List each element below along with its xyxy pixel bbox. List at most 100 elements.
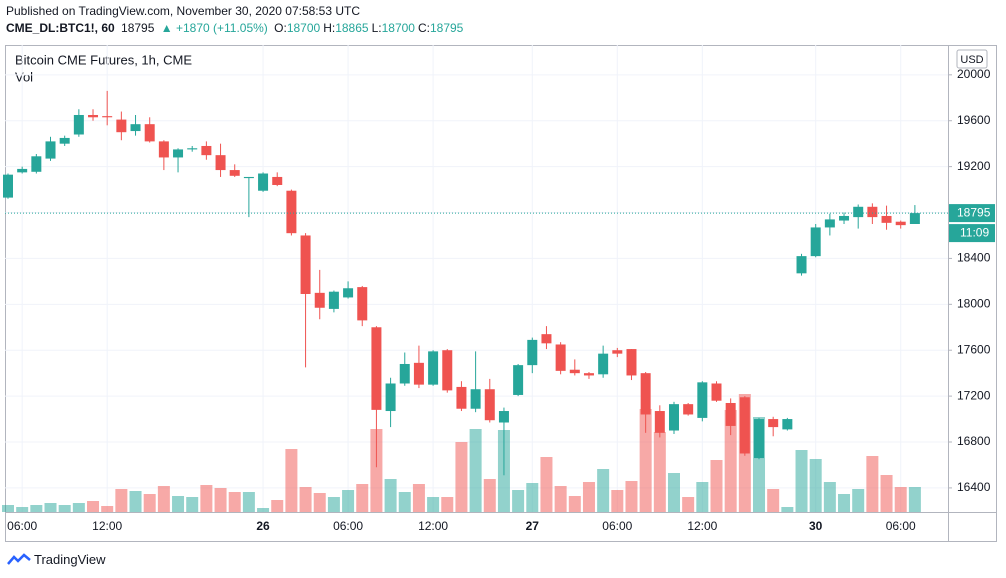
candle-body <box>158 141 169 158</box>
candle-body <box>598 353 609 375</box>
volume-bar <box>653 432 666 512</box>
y-tick-label: 16800 <box>957 434 991 448</box>
volume-bar <box>157 486 170 512</box>
candle-body <box>583 373 594 376</box>
volume-bar <box>611 490 624 512</box>
candle-body <box>17 168 28 173</box>
volume-bar <box>908 487 921 512</box>
volume-bar <box>568 496 581 512</box>
change: ▲ +1870 (+11.05%) <box>160 21 268 35</box>
x-tick-label: 06:00 <box>886 519 916 533</box>
volume-bar <box>299 487 312 512</box>
candle-body <box>187 148 198 150</box>
candle-body <box>541 334 552 344</box>
volume-bar <box>469 429 482 512</box>
y-tick-label: 19600 <box>957 113 991 127</box>
candle-body <box>73 114 84 135</box>
volume-bar <box>540 457 553 512</box>
candle-body <box>895 221 906 226</box>
volume-bar <box>129 491 142 512</box>
currency-box <box>956 49 988 69</box>
volume-bar <box>370 429 383 512</box>
candle-body <box>286 190 297 234</box>
volume-bar <box>823 482 836 512</box>
volume-bar <box>767 489 780 512</box>
ohlc-label: L: <box>371 21 382 35</box>
candle-body <box>116 119 127 133</box>
volume-bars <box>2 394 921 512</box>
y-tick-label: 20000 <box>957 67 991 81</box>
volume-bar <box>87 501 100 512</box>
candle-body <box>314 292 325 308</box>
candle-body <box>555 344 566 371</box>
y-tick-label: 17200 <box>957 388 991 402</box>
candle-body <box>258 173 269 191</box>
x-tick-label: 12:00 <box>92 519 122 533</box>
candle-body <box>300 235 311 294</box>
countdown-box <box>949 224 995 243</box>
volume-bar <box>384 479 397 512</box>
volume-bar <box>809 459 822 512</box>
candle-body <box>711 383 722 401</box>
candle-body <box>796 256 807 274</box>
candle-body <box>810 227 821 257</box>
candle-body <box>768 419 779 428</box>
volume-bar <box>242 492 255 512</box>
ohlc-value: 18795 <box>429 21 464 35</box>
candle-body <box>428 351 439 385</box>
volume-bar <box>2 505 14 512</box>
volume-bar <box>526 483 539 512</box>
volume-bar <box>795 450 808 512</box>
frame <box>5 45 997 542</box>
candle-body <box>413 362 424 385</box>
candle-body <box>853 206 864 218</box>
ohlc-label: O: <box>274 21 287 35</box>
x-tick-label: 12:00 <box>418 519 448 533</box>
candle-body <box>668 404 679 431</box>
candle-body <box>456 386 467 409</box>
volume-bar <box>342 490 355 512</box>
volume-bar <box>30 505 43 512</box>
volume-bar <box>682 497 695 512</box>
ohlc-value: 18700 <box>286 21 321 35</box>
logo-icon <box>7 553 31 565</box>
candle-body <box>102 116 113 118</box>
candle-body <box>725 402 736 426</box>
volume-bar <box>115 489 128 512</box>
volume-bar <box>327 497 340 512</box>
candle-body <box>683 404 694 415</box>
candle-body <box>782 419 793 430</box>
volume-bar <box>852 489 865 512</box>
volume-bar <box>483 479 496 512</box>
volume-bar <box>58 505 71 512</box>
countdown-label: 11:09 <box>960 225 989 239</box>
candle-body <box>173 149 184 158</box>
candle-body <box>867 206 878 218</box>
y-tick-label: 16400 <box>957 480 991 494</box>
candle-body <box>229 170 240 176</box>
x-tick-label: 06:00 <box>7 519 37 533</box>
candle-body <box>470 389 481 409</box>
volume-bar <box>44 503 57 512</box>
volume-bar <box>455 442 468 512</box>
candles <box>3 90 920 476</box>
candle-body <box>215 155 226 171</box>
ohlc-label: C: <box>417 21 430 35</box>
volume-bar <box>639 409 652 512</box>
chart-title: Bitcoin CME Futures, 1h, CME <box>15 52 192 67</box>
candle-body <box>626 349 637 376</box>
candle-body <box>569 369 580 374</box>
footer-brand: TradingView <box>34 552 106 567</box>
volume-bar <box>313 493 326 512</box>
candle-body <box>739 397 750 454</box>
volume-bar <box>285 449 298 512</box>
x-tick-label: 06:00 <box>333 519 363 533</box>
candle-body <box>697 382 708 418</box>
candle-body <box>442 350 453 391</box>
candle-body <box>824 219 835 228</box>
ohlc-value: 18865 <box>335 21 369 35</box>
volume-bar <box>257 508 270 512</box>
volume-bar <box>441 497 454 512</box>
symbol: CME_DL:BTC1!, 60 <box>6 21 115 35</box>
candle-body <box>498 411 509 423</box>
